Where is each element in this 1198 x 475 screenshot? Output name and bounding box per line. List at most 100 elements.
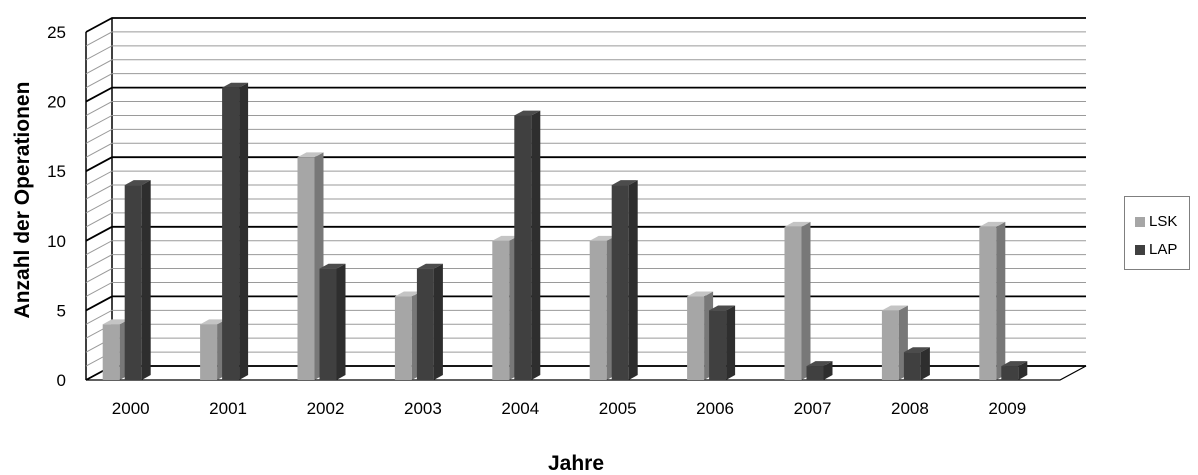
bar-lap-2004	[514, 110, 541, 381]
x-tick-labels: 2000 2001 2002 2003 2004 2005 2006 2007 2008 2009	[112, 399, 1026, 418]
bar-lap-2003	[416, 263, 443, 380]
minor-gridline	[85, 101, 1086, 116]
major-gridline	[85, 17, 1086, 33]
bar-front	[319, 268, 337, 380]
bar-front	[222, 87, 240, 381]
bar-top	[589, 235, 616, 241]
legend-swatch-lap	[1135, 244, 1145, 255]
y-tick-label: 5	[57, 301, 66, 320]
bar-lap-2007	[806, 361, 833, 380]
bar-side	[433, 263, 443, 380]
bar-lap-2002	[319, 263, 346, 380]
x-tick-label: 2006	[696, 399, 734, 418]
bar-top	[492, 235, 519, 241]
x-axis-title: Jahre	[548, 452, 604, 475]
bar-front	[514, 115, 532, 381]
bar-side	[726, 305, 736, 380]
x-tick-label: 2004	[501, 399, 539, 418]
major-gridline	[85, 86, 1086, 103]
x-tick-label: 2003	[404, 399, 442, 418]
legend-item-lap: LAP	[1135, 241, 1177, 258]
bar-side	[801, 221, 811, 380]
y-tick-label: 20	[47, 93, 66, 112]
bar-front	[903, 352, 921, 380]
bar-front	[297, 157, 315, 380]
x-tick-label: 2008	[891, 399, 929, 418]
minor-gridline	[85, 73, 1086, 89]
bar-side	[141, 180, 151, 380]
bar-top	[416, 263, 443, 269]
bar-front	[200, 324, 218, 380]
bar-front	[687, 296, 705, 380]
bar-front	[784, 226, 802, 380]
x-tick-label: 2009	[988, 399, 1026, 418]
bar-front	[102, 324, 120, 380]
bar-front	[979, 226, 997, 380]
bar-lap-2005	[611, 180, 638, 380]
legend-swatch-lsk	[1135, 216, 1145, 227]
major-gridline	[85, 225, 1086, 242]
minor-gridline	[85, 31, 1086, 47]
x-tick-label: 2002	[307, 399, 345, 418]
minor-gridline	[85, 45, 1086, 61]
bar-front	[124, 185, 142, 380]
bar-front	[611, 185, 629, 380]
bar-front	[709, 310, 727, 380]
bar-top	[806, 361, 833, 367]
bar-top	[611, 180, 638, 186]
bar-side	[628, 180, 638, 380]
bar-front	[806, 366, 824, 380]
minor-gridline	[85, 128, 1086, 144]
legend-label-lap: LAP	[1149, 241, 1178, 258]
y-tick-label: 15	[47, 162, 66, 181]
y-tick-label: 10	[47, 232, 66, 251]
minor-gridline	[85, 309, 1086, 325]
bar-front	[492, 240, 510, 380]
bar-side	[239, 82, 249, 380]
bar-top	[200, 319, 227, 325]
major-gridline	[85, 156, 1086, 172]
minor-gridline	[85, 281, 1086, 297]
bar-front	[416, 268, 434, 380]
major-gridline	[85, 295, 1086, 312]
bar-lap-2006	[709, 305, 736, 380]
bar-front	[589, 240, 607, 380]
x-tick-label: 2000	[112, 399, 150, 418]
bar-front	[881, 310, 899, 380]
bar-side	[1018, 361, 1028, 380]
legend: LSK LAP	[1124, 196, 1190, 270]
bar-top	[394, 291, 421, 297]
bar-side	[531, 110, 541, 380]
bar-top	[102, 319, 129, 325]
bar-top	[903, 347, 930, 353]
bar-lap-2009	[1001, 361, 1028, 380]
bar-top	[687, 291, 714, 297]
bar-lsk-2007	[784, 221, 811, 380]
minor-gridline	[85, 212, 1086, 228]
bar-top	[1001, 361, 1028, 367]
y-tick-labels: 0 5 10 15 20 25	[47, 23, 66, 390]
bar-top	[881, 305, 908, 311]
bar-front	[1001, 366, 1019, 380]
x-tick-label: 2007	[794, 399, 832, 418]
minor-gridline	[85, 198, 1086, 214]
bars	[102, 82, 1028, 381]
bar-side	[336, 263, 346, 380]
bar-top	[514, 110, 541, 116]
bar-top	[784, 221, 811, 227]
bar-lap-2008	[903, 347, 930, 380]
minor-gridline	[85, 59, 1086, 75]
x-tick-label: 2001	[209, 399, 247, 418]
x-tick-label: 2005	[599, 399, 637, 418]
bar-lsk-2009	[979, 221, 1006, 380]
minor-gridline	[85, 240, 1086, 256]
bar-side	[823, 361, 833, 380]
legend-label-lsk: LSK	[1149, 213, 1178, 230]
minor-gridline	[85, 142, 1086, 158]
bar-front	[394, 296, 412, 380]
bar-lap-2000	[124, 180, 151, 380]
bar-top	[297, 152, 324, 158]
bar-top	[979, 221, 1006, 227]
